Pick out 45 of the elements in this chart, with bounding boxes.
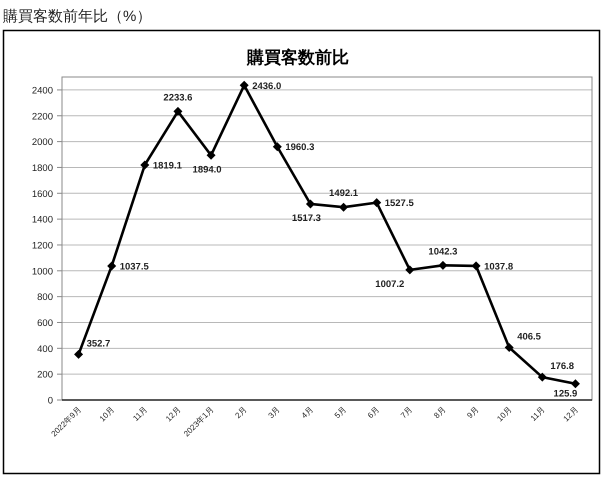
- x-tick-label: 5月: [332, 405, 348, 420]
- data-label: 1960.3: [285, 142, 314, 154]
- x-tick-label: 10月: [495, 405, 514, 424]
- data-label: 1042.3: [428, 246, 458, 258]
- data-label: 1037.8: [484, 261, 514, 272]
- x-tick-label: 4月: [300, 405, 315, 420]
- data-label: 1517.3: [292, 212, 321, 224]
- data-label: 2436.0: [252, 80, 282, 92]
- x-tick-label: 12月: [562, 405, 580, 424]
- data-label: 125.9: [554, 388, 578, 400]
- x-tick-label: 12月: [164, 405, 182, 424]
- data-label: 1007.2: [375, 278, 404, 290]
- y-tick-label: 2000: [32, 137, 53, 148]
- data-label: 1894.0: [192, 164, 222, 176]
- y-tick-label: 2400: [32, 85, 53, 96]
- data-label: 1819.1: [152, 160, 183, 172]
- x-tick-label: 11月: [131, 405, 150, 423]
- x-tick-label: 2月: [233, 405, 249, 420]
- subtitle: 購買客数前比: [247, 48, 349, 67]
- data-label: 352.7: [86, 338, 110, 350]
- x-tick-label: 9月: [465, 405, 480, 420]
- data-label: 406.5: [517, 331, 542, 342]
- x-tick-label: 11月: [528, 405, 547, 423]
- x-tick-label: 7月: [399, 405, 414, 420]
- y-tick-label: 0: [48, 396, 53, 406]
- y-tick-label: 200: [37, 370, 53, 381]
- y-tick-label: 1400: [32, 214, 53, 226]
- y-tick-label: 600: [37, 318, 53, 329]
- x-tick-label: 8月: [432, 405, 448, 420]
- y-tick-label: 400: [37, 344, 53, 355]
- y-tick-label: 800: [37, 292, 53, 304]
- x-tick-label: 10月: [98, 405, 116, 424]
- data-label: 1527.5: [384, 198, 414, 210]
- data-label: 1037.5: [120, 261, 150, 272]
- y-tick-label: 2200: [32, 111, 53, 122]
- x-tick-label: 3月: [266, 405, 282, 420]
- x-tick-label: 6月: [366, 405, 382, 420]
- y-tick-label: 1600: [32, 188, 53, 200]
- y-tick-label: 1200: [32, 240, 53, 252]
- data-label: 176.8: [550, 361, 574, 372]
- y-tick-label: 1000: [32, 266, 53, 278]
- data-label: 2233.6: [163, 92, 192, 104]
- title: 購買客数前年比（%）: [3, 8, 152, 25]
- data-label: 1492.1: [329, 188, 359, 200]
- y-tick-label: 1800: [32, 162, 53, 174]
